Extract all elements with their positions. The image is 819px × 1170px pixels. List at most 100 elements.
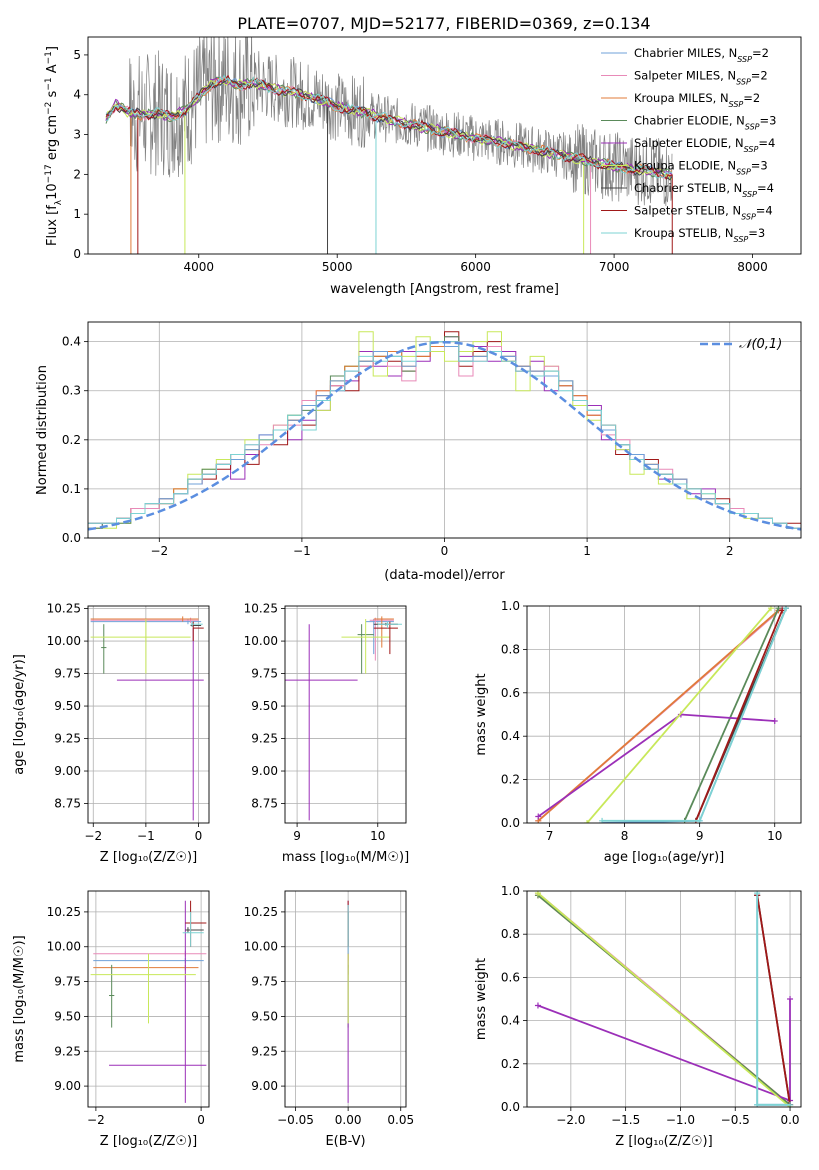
x-tick-label: 10 (370, 829, 385, 843)
y-tick-label: 9.75 (251, 975, 278, 989)
axes-frame (87, 890, 210, 1108)
legend-label-normal: 𝒩(0,1) (739, 337, 782, 352)
y-tick-label: 0.6 (501, 686, 520, 700)
weight-line-salpeter-elodie (537, 999, 791, 1102)
y-tick-label: 10.25 (47, 905, 81, 919)
legend-label-salpeter-stelib: Salpeter STELIB, NSSP=4 (634, 204, 773, 222)
y-tick-label: 9.25 (54, 732, 81, 746)
y-tick-label: 9.75 (54, 667, 81, 681)
legend-label-chabrier-miles: Chabrier MILES, NSSP=2 (634, 46, 769, 64)
weight-marker-salpeter-elodie (534, 1002, 541, 1009)
legend-label-chabrier-elodie: Chabrier ELODIE, NSSP=3 (634, 114, 776, 132)
legend-text-sub: SSP (734, 235, 749, 244)
spectrum-panel: 4000 5000 6000 7000 8000 0 1 2 3 4 5 wavelength [An… (44, 36, 802, 297)
axes-frame (87, 605, 210, 824)
legend-text-sub: SSP (736, 77, 751, 86)
mass-weight-vs-age-panel: 7 8 9 10 0.0 0.2 0.4 0.6 0.8 1.0 age [log₁₀(age/yr… (474, 599, 802, 865)
y-axis-label-part: −1 (44, 51, 54, 64)
normal-distribution-curve (88, 340, 801, 531)
legend-text-main: Chabrier STELIB, N (634, 181, 742, 195)
y-tick-label: 8.75 (251, 797, 278, 811)
x-tick-label: 7000 (599, 260, 630, 274)
y-tick-label: 0.4 (501, 729, 520, 743)
axes-frame (87, 36, 802, 255)
x-tick-label: −2 (150, 544, 168, 558)
y-axis-label-part: A (45, 64, 60, 77)
legend-text-main: Salpeter STELIB, N (634, 204, 741, 218)
x-tick-label: 0 (197, 1113, 205, 1127)
y-tick-label: 10.00 (47, 940, 81, 954)
legend-text-main: Kroupa MILES, N (634, 91, 729, 105)
legend-text-sub: SSP (744, 145, 759, 154)
y-tick-label: 10.25 (47, 602, 81, 616)
y-tick-label: 9.50 (251, 699, 278, 713)
y-tick-label: 1.0 (501, 884, 520, 898)
x-axis-label: Z [log₁₀(Z/Z☉)] (615, 1134, 712, 1149)
y-tick-label: 0 (73, 247, 81, 261)
weight-marker-salpeter-elodie (771, 718, 778, 725)
y-tick-label: 10.00 (244, 634, 278, 648)
legend-text-main: Chabrier MILES, N (634, 46, 737, 60)
legend-label-kroupa-miles: Kroupa MILES, NSSP=2 (634, 91, 760, 109)
y-axis-label-part: ] (45, 46, 60, 51)
y-tick-label: 10.25 (244, 602, 278, 616)
legend-text-main: Kroupa STELIB, N (634, 226, 734, 240)
model-spectrum-line-chabrier-stelib (105, 76, 673, 181)
y-axis-label: mass weight (474, 673, 489, 755)
y-tick-label: 3 (73, 128, 81, 142)
x-axis-label: wavelength [Angstrom, rest frame] (330, 282, 559, 297)
x-tick-label: 9 (696, 829, 704, 843)
x-tick-label: 7 (546, 829, 554, 843)
x-tick-label: −1 (137, 829, 155, 843)
legend-text-sub: SSP (745, 122, 760, 131)
y-axis-label-part: 10 (45, 183, 60, 200)
legend-text-tail: =2 (751, 69, 768, 83)
y-tick-label: 0.0 (501, 816, 520, 830)
x-tick-label: 10 (767, 829, 782, 843)
mass-vs-ebv-panel: −0.05 0.00 0.05 9.00 9.25 9.50 9.75 10.00 10.25 E… (244, 890, 414, 1149)
legend-text-sub: SSP (742, 190, 757, 199)
axes-frame (87, 321, 802, 539)
y-tick-label: 9.75 (251, 667, 278, 681)
y-axis-label: age [log₁₀(age/yr)] (12, 654, 27, 775)
weight-marker-salpeter-elodie (787, 996, 794, 1002)
legend-label-kroupa-stelib: Kroupa STELIB, NSSP=3 (634, 226, 765, 244)
y-tick-label: 2 (73, 167, 81, 181)
y-tick-label: 8.75 (54, 797, 81, 811)
legend-text-sub: SSP (736, 167, 751, 176)
legend-text-tail: =4 (757, 181, 774, 195)
x-tick-label: −1 (293, 544, 311, 558)
y-tick-label: 9.25 (251, 1044, 278, 1058)
x-tick-label: 6000 (460, 260, 491, 274)
y-tick-label: 9.00 (251, 1079, 278, 1093)
legend-text-tail: =4 (756, 204, 773, 218)
y-tick-label: 10.25 (244, 905, 278, 919)
y-axis-label-part: λ (54, 199, 64, 205)
y-tick-label: 9.00 (54, 764, 81, 778)
legend-label-chabrier-stelib: Chabrier STELIB, NSSP=4 (634, 181, 774, 199)
y-tick-label: 0.2 (501, 1057, 520, 1071)
y-tick-label: 9.00 (54, 1079, 81, 1093)
x-axis-label: mass [log₁₀(M/M☉)] (282, 850, 409, 865)
y-axis-label-part: −17 (44, 164, 54, 183)
observed-spectrum-line (105, 37, 673, 207)
x-tick-label: −1.5 (611, 1113, 640, 1127)
x-tick-label: 0.0 (780, 1113, 799, 1127)
axes-frame (284, 890, 407, 1108)
x-tick-label: −2 (84, 829, 102, 843)
y-tick-label: 1 (73, 207, 81, 221)
weight-line-kroupa-stelib (602, 607, 787, 822)
axes-frame (526, 605, 802, 824)
legend-text-sub: SSP (737, 55, 752, 64)
y-tick-label: 10.00 (47, 634, 81, 648)
legend-text-tail: =2 (743, 91, 760, 105)
y-tick-label: 10.00 (244, 940, 278, 954)
y-axis-label: mass weight (474, 958, 489, 1040)
weight-marker-kroupa-elodie (584, 820, 591, 823)
y-tick-label: 5 (73, 48, 81, 62)
legend-text-sub: SSP (729, 100, 744, 109)
x-tick-label: −2.0 (556, 1113, 585, 1127)
legend-text-tail: =4 (758, 136, 775, 150)
y-tick-label: 0.0 (62, 531, 81, 545)
